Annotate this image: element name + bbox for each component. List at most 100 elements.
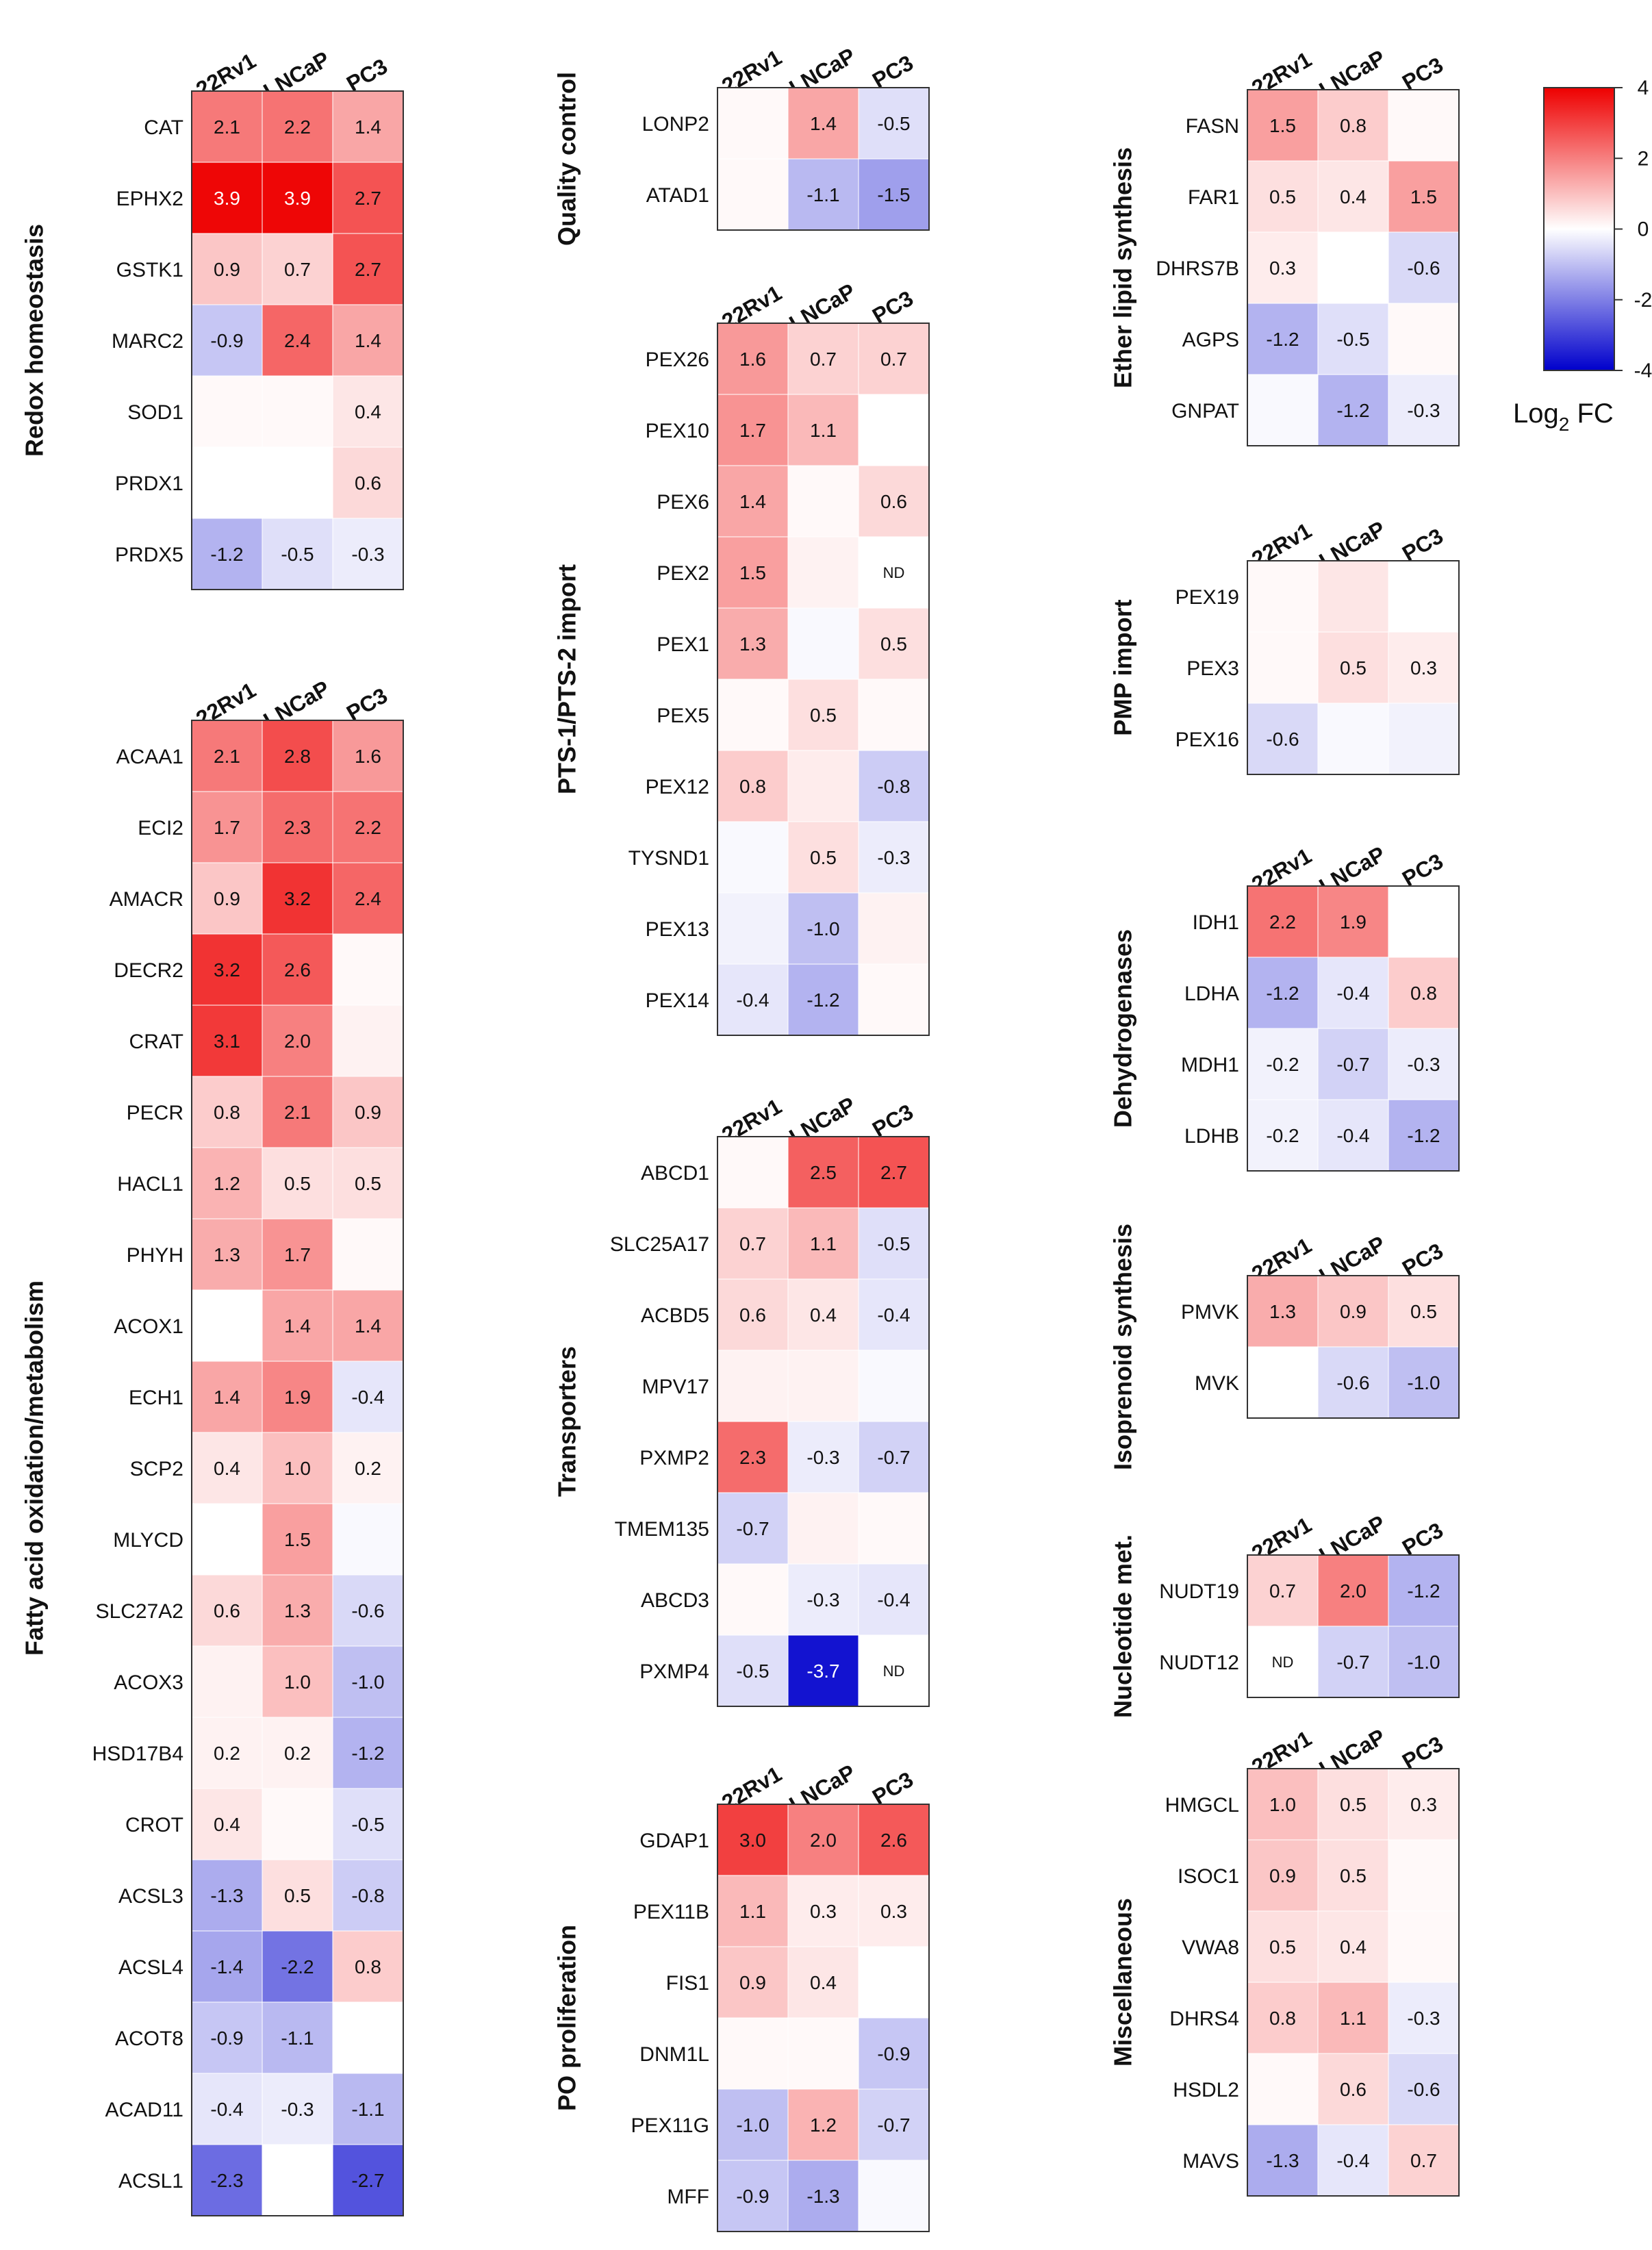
row-label: MFF	[667, 2186, 709, 2208]
cell-value-label: 3.2	[214, 959, 240, 981]
heatmap-cell	[1317, 1626, 1389, 1698]
cell-value-label: 2.2	[1269, 911, 1296, 933]
cell-value-label: 0.9	[1340, 1301, 1367, 1322]
row-label: ACSL4	[118, 1956, 183, 1979]
heatmap-cell	[787, 1492, 859, 1565]
row-label: ABCD1	[641, 1162, 709, 1185]
row-label: PEX6	[657, 491, 709, 514]
heatmap-cell	[858, 1492, 930, 1565]
heatmap-cell	[1247, 2053, 1319, 2125]
heatmap-cell	[191, 233, 263, 305]
heatmap-cell	[858, 821, 930, 894]
heatmap-cell	[191, 1859, 263, 1932]
row-label: PXMP2	[639, 1447, 709, 1469]
heatmap-cell	[858, 2160, 930, 2232]
panel-border	[191, 90, 404, 590]
heatmap-cell	[787, 1804, 859, 1876]
heatmap-cell	[332, 1503, 404, 1576]
heatmap-cell	[1388, 1028, 1460, 1100]
cell-value-label: 1.4	[355, 1315, 381, 1337]
row-label: PRDX1	[115, 472, 183, 495]
heatmap-cell	[332, 2144, 404, 2216]
cell-value-label: 0.4	[214, 1458, 240, 1479]
heatmap-cell	[787, 2160, 859, 2232]
heatmap-cell	[191, 162, 263, 234]
heatmap-cell	[858, 892, 930, 965]
heatmap-cell	[787, 87, 859, 160]
heatmap-cell	[1317, 560, 1389, 633]
heatmap-cell	[332, 1432, 404, 1504]
row-label: PECR	[127, 1102, 183, 1124]
heatmap-cell	[332, 375, 404, 448]
cell-value-label: ND	[883, 1663, 905, 1680]
cell-value-label: -0.6	[1266, 729, 1299, 750]
heatmap-cell	[1388, 89, 1460, 162]
cell-value-label: -0.4	[210, 2099, 243, 2120]
cell-value-label: 0.4	[355, 401, 381, 422]
heatmap-cell	[1317, 703, 1389, 775]
row-label: PEX14	[646, 989, 709, 1012]
cell-value-label: 0.9	[214, 259, 240, 280]
heatmap-cell	[717, 1136, 789, 1209]
cell-value-label: -1.5	[877, 184, 910, 205]
heatmap-cell	[787, 1875, 859, 1947]
cell-value-label: 0.8	[1269, 2008, 1296, 2029]
heatmap-cell	[787, 1136, 859, 1209]
heatmap-cell	[1388, 631, 1460, 704]
panel-border	[1247, 1768, 1460, 2197]
heatmap-cell	[787, 750, 859, 822]
category-label: Transporters	[553, 1346, 581, 1497]
cell-value-label: 0.9	[214, 888, 240, 909]
cell-value-label: 0.5	[1269, 1936, 1296, 1958]
cell-value-label: 0.8	[1410, 983, 1437, 1004]
heatmap-cell	[1388, 160, 1460, 233]
heatmap-cell	[717, 1278, 789, 1351]
cell-value-label: 0.7	[284, 259, 311, 280]
row-label: GNPAT	[1171, 400, 1239, 422]
heatmap-cell	[191, 304, 263, 377]
cell-value-label: 0.3	[810, 1901, 837, 1922]
cell-value-label: 0.6	[739, 1304, 766, 1326]
panel-border	[717, 323, 930, 1036]
row-label: PEX12	[646, 776, 709, 798]
panel-border	[717, 87, 930, 231]
cell-value-label: 2.2	[284, 116, 311, 138]
column-header: PC3	[868, 1099, 917, 1141]
heatmap-cell	[1388, 1910, 1460, 1983]
heatmap-cell	[332, 1717, 404, 1789]
heatmap-cell	[1317, 1275, 1389, 1348]
cell-value-label: -1.2	[1336, 400, 1369, 421]
cell-value-label: 0.7	[880, 349, 907, 370]
row-label: FAR1	[1188, 186, 1239, 209]
cell-value-label: -0.5	[877, 113, 910, 134]
cell-value-label: 2.1	[214, 746, 240, 767]
heatmap-cell	[858, 1421, 930, 1493]
row-label: MLYCD	[113, 1529, 183, 1552]
heatmap-cell	[1317, 1554, 1389, 1627]
cell-value-label: 0.6	[214, 1600, 240, 1621]
cell-value-label: 0.9	[1269, 1865, 1296, 1886]
heatmap-cell	[1317, 1768, 1389, 1841]
heatmap-cell	[787, 465, 859, 538]
heatmap-cell	[191, 1503, 263, 1576]
cell-value-label: 2.8	[284, 746, 311, 767]
heatmap-cell	[787, 1278, 859, 1351]
heatmap-cell	[1317, 631, 1389, 704]
heatmap-cell	[1317, 885, 1389, 958]
cell-value-label: 1.4	[355, 330, 381, 351]
heatmap-cell	[1247, 885, 1319, 958]
row-label: HSDL2	[1173, 2079, 1239, 2101]
cell-value-label: 2.3	[739, 1447, 766, 1468]
heatmap-cell	[262, 375, 333, 448]
cell-value-label: 1.7	[284, 1244, 311, 1265]
cell-value-label: 1.7	[739, 420, 766, 441]
cell-value-label: 0.6	[355, 472, 381, 494]
heatmap-cell	[191, 1788, 263, 1860]
row-label: EPHX2	[116, 188, 183, 210]
row-label: PEX11G	[631, 2114, 709, 2137]
cell-value-label: 3.0	[739, 1830, 766, 1851]
row-label: PXMP4	[639, 1660, 709, 1683]
